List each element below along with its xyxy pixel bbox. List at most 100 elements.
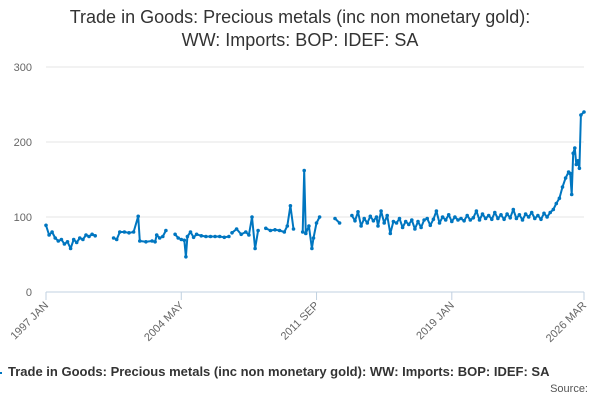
data-point[interactable] xyxy=(560,185,565,189)
data-point[interactable] xyxy=(282,230,287,234)
data-point[interactable] xyxy=(397,216,402,221)
data-point[interactable] xyxy=(317,215,322,219)
data-point[interactable] xyxy=(582,110,586,114)
data-point[interactable] xyxy=(437,221,442,225)
data-point[interactable] xyxy=(388,231,393,236)
data-point[interactable] xyxy=(486,213,491,218)
data-point[interactable] xyxy=(188,230,193,234)
data-point[interactable] xyxy=(138,239,142,243)
data-point[interactable] xyxy=(379,209,383,213)
data-point[interactable] xyxy=(474,209,479,213)
data-point[interactable] xyxy=(526,215,531,219)
data-point[interactable] xyxy=(93,234,97,238)
data-point[interactable] xyxy=(385,213,390,218)
data-point[interactable] xyxy=(529,210,534,215)
data-point[interactable] xyxy=(310,246,314,251)
data-point[interactable] xyxy=(496,216,500,221)
data-point[interactable] xyxy=(465,213,470,218)
data-point[interactable] xyxy=(161,234,165,239)
data-point[interactable] xyxy=(453,215,457,219)
data-point[interactable] xyxy=(111,236,116,240)
data-point[interactable] xyxy=(59,237,64,242)
data-point[interactable] xyxy=(307,224,311,228)
data-point[interactable] xyxy=(227,234,231,239)
data-point[interactable] xyxy=(333,216,337,221)
data-point[interactable] xyxy=(217,234,222,239)
data-point[interactable] xyxy=(440,215,445,219)
data-point[interactable] xyxy=(65,240,70,244)
data-point[interactable] xyxy=(365,221,370,225)
data-point[interactable] xyxy=(157,236,162,240)
data-point[interactable] xyxy=(222,235,227,240)
data-point[interactable] xyxy=(362,216,367,221)
data-point[interactable] xyxy=(230,231,234,235)
data-point[interactable] xyxy=(502,217,506,222)
data-point[interactable] xyxy=(480,212,485,216)
data-point[interactable] xyxy=(68,246,73,251)
data-point[interactable] xyxy=(179,237,184,242)
data-point[interactable] xyxy=(353,219,357,223)
data-point[interactable] xyxy=(273,228,277,232)
data-point[interactable] xyxy=(239,232,243,237)
data-point[interactable] xyxy=(422,218,426,222)
data-point[interactable] xyxy=(569,192,574,197)
data-point[interactable] xyxy=(122,230,127,234)
data-point[interactable] xyxy=(199,234,204,238)
data-point[interactable] xyxy=(131,230,136,234)
data-point[interactable] xyxy=(548,210,552,215)
data-point[interactable] xyxy=(419,225,423,230)
data-point[interactable] xyxy=(256,228,260,233)
data-point[interactable] xyxy=(410,218,414,222)
data-point[interactable] xyxy=(253,246,257,251)
data-point[interactable] xyxy=(403,219,408,224)
data-point[interactable] xyxy=(78,236,82,240)
data-point[interactable] xyxy=(285,224,290,228)
data-point[interactable] xyxy=(176,236,180,240)
data-point[interactable] xyxy=(542,211,546,216)
data-point[interactable] xyxy=(144,240,148,244)
legend[interactable]: Trade in Goods: Precious metals (inc non… xyxy=(0,364,600,382)
data-point[interactable] xyxy=(425,216,430,221)
data-point[interactable] xyxy=(136,214,140,219)
data-point[interactable] xyxy=(164,228,168,233)
data-point[interactable] xyxy=(244,230,248,234)
data-point[interactable] xyxy=(376,224,380,228)
data-point[interactable] xyxy=(574,162,579,167)
data-point[interactable] xyxy=(50,230,54,234)
data-point[interactable] xyxy=(356,210,360,214)
data-point[interactable] xyxy=(511,207,516,212)
data-point[interactable] xyxy=(368,214,373,219)
data-point[interactable] xyxy=(74,240,79,245)
data-point[interactable] xyxy=(154,233,159,237)
data-point[interactable] xyxy=(446,213,451,217)
data-point[interactable] xyxy=(508,216,512,220)
data-point[interactable] xyxy=(563,176,568,180)
data-point[interactable] xyxy=(382,221,387,225)
data-point[interactable] xyxy=(459,216,463,221)
data-point[interactable] xyxy=(557,196,562,201)
data-point[interactable] xyxy=(304,231,308,236)
data-point[interactable] xyxy=(499,213,503,217)
data-point[interactable] xyxy=(573,146,577,150)
data-point[interactable] xyxy=(374,215,379,219)
data-point[interactable] xyxy=(483,216,488,221)
data-point[interactable] xyxy=(434,209,439,213)
data-point[interactable] xyxy=(477,218,482,222)
data-point[interactable] xyxy=(247,233,251,237)
data-point[interactable] xyxy=(450,219,454,224)
data-point[interactable] xyxy=(571,151,575,156)
data-point[interactable] xyxy=(536,213,540,218)
data-point[interactable] xyxy=(554,201,559,206)
data-point[interactable] xyxy=(514,216,519,221)
data-point[interactable] xyxy=(150,239,154,243)
data-point[interactable] xyxy=(302,168,307,173)
data-point[interactable] xyxy=(431,217,436,222)
data-point[interactable] xyxy=(551,207,556,212)
data-point[interactable] xyxy=(208,234,213,239)
data-point[interactable] xyxy=(173,232,177,237)
data-point[interactable] xyxy=(416,219,420,224)
data-point[interactable] xyxy=(468,218,473,222)
data-point[interactable] xyxy=(87,234,91,239)
data-point[interactable] xyxy=(234,227,239,231)
data-point[interactable] xyxy=(576,159,580,163)
